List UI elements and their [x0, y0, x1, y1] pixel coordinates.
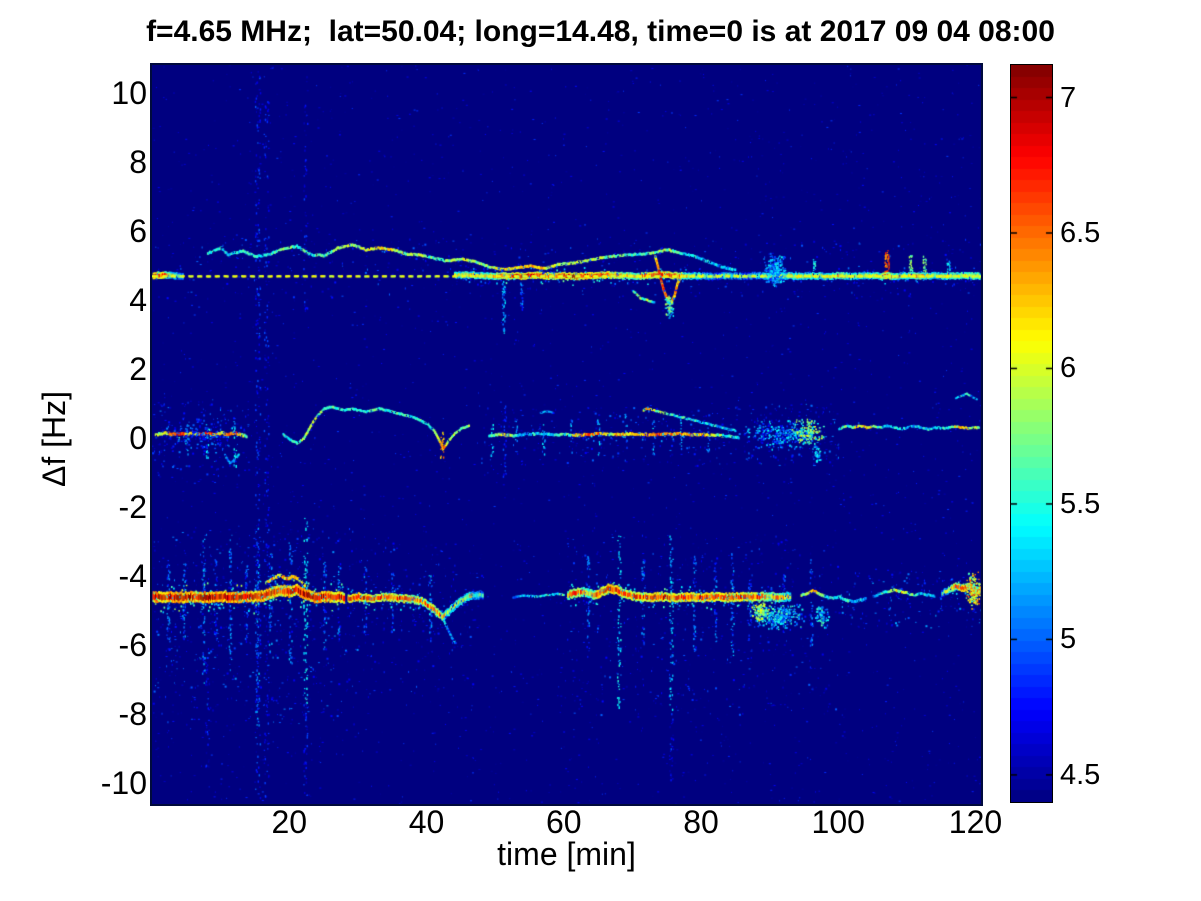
plot-area	[150, 63, 983, 806]
figure-title: f=4.65 MHz; lat=50.04; long=14.48, time=…	[146, 15, 1055, 48]
colorbar-tick-label: 6	[1060, 352, 1077, 385]
x-tick-label: 80	[683, 804, 719, 840]
y-tick-label: -10	[100, 765, 147, 802]
x-axis-label: time [min]	[497, 836, 636, 872]
colorbar-tick-label: 7	[1060, 81, 1077, 114]
y-tick-label: 10	[111, 74, 147, 111]
y-tick-label: -8	[118, 696, 147, 733]
x-tick-label: 20	[271, 804, 308, 840]
x-tick-label: 100	[811, 804, 865, 840]
y-tick-label: 8	[129, 143, 147, 180]
y-tick-label: -6	[118, 627, 147, 664]
y-tick-label: 2	[129, 350, 147, 387]
x-tick-label: 60	[545, 804, 582, 840]
colorbar-tick-label: 4.5	[1060, 758, 1101, 791]
x-tick-label: 40	[408, 804, 445, 840]
y-tick-label: 0	[129, 419, 147, 456]
colorbar-tick-label: 6.5	[1060, 216, 1101, 249]
y-tick-label: -4	[118, 558, 147, 595]
x-tick-label: 120	[948, 804, 1003, 840]
y-tick-label: 6	[129, 212, 147, 249]
spectrogram-canvas	[152, 65, 981, 804]
y-tick-label: 4	[129, 281, 147, 318]
colorbar-tick-label: 5.5	[1060, 487, 1101, 520]
colorbar-canvas	[1011, 65, 1052, 802]
y-tick-label: -2	[118, 489, 147, 526]
colorbar	[1010, 64, 1053, 803]
colorbar-tick-label: 5	[1060, 623, 1077, 656]
